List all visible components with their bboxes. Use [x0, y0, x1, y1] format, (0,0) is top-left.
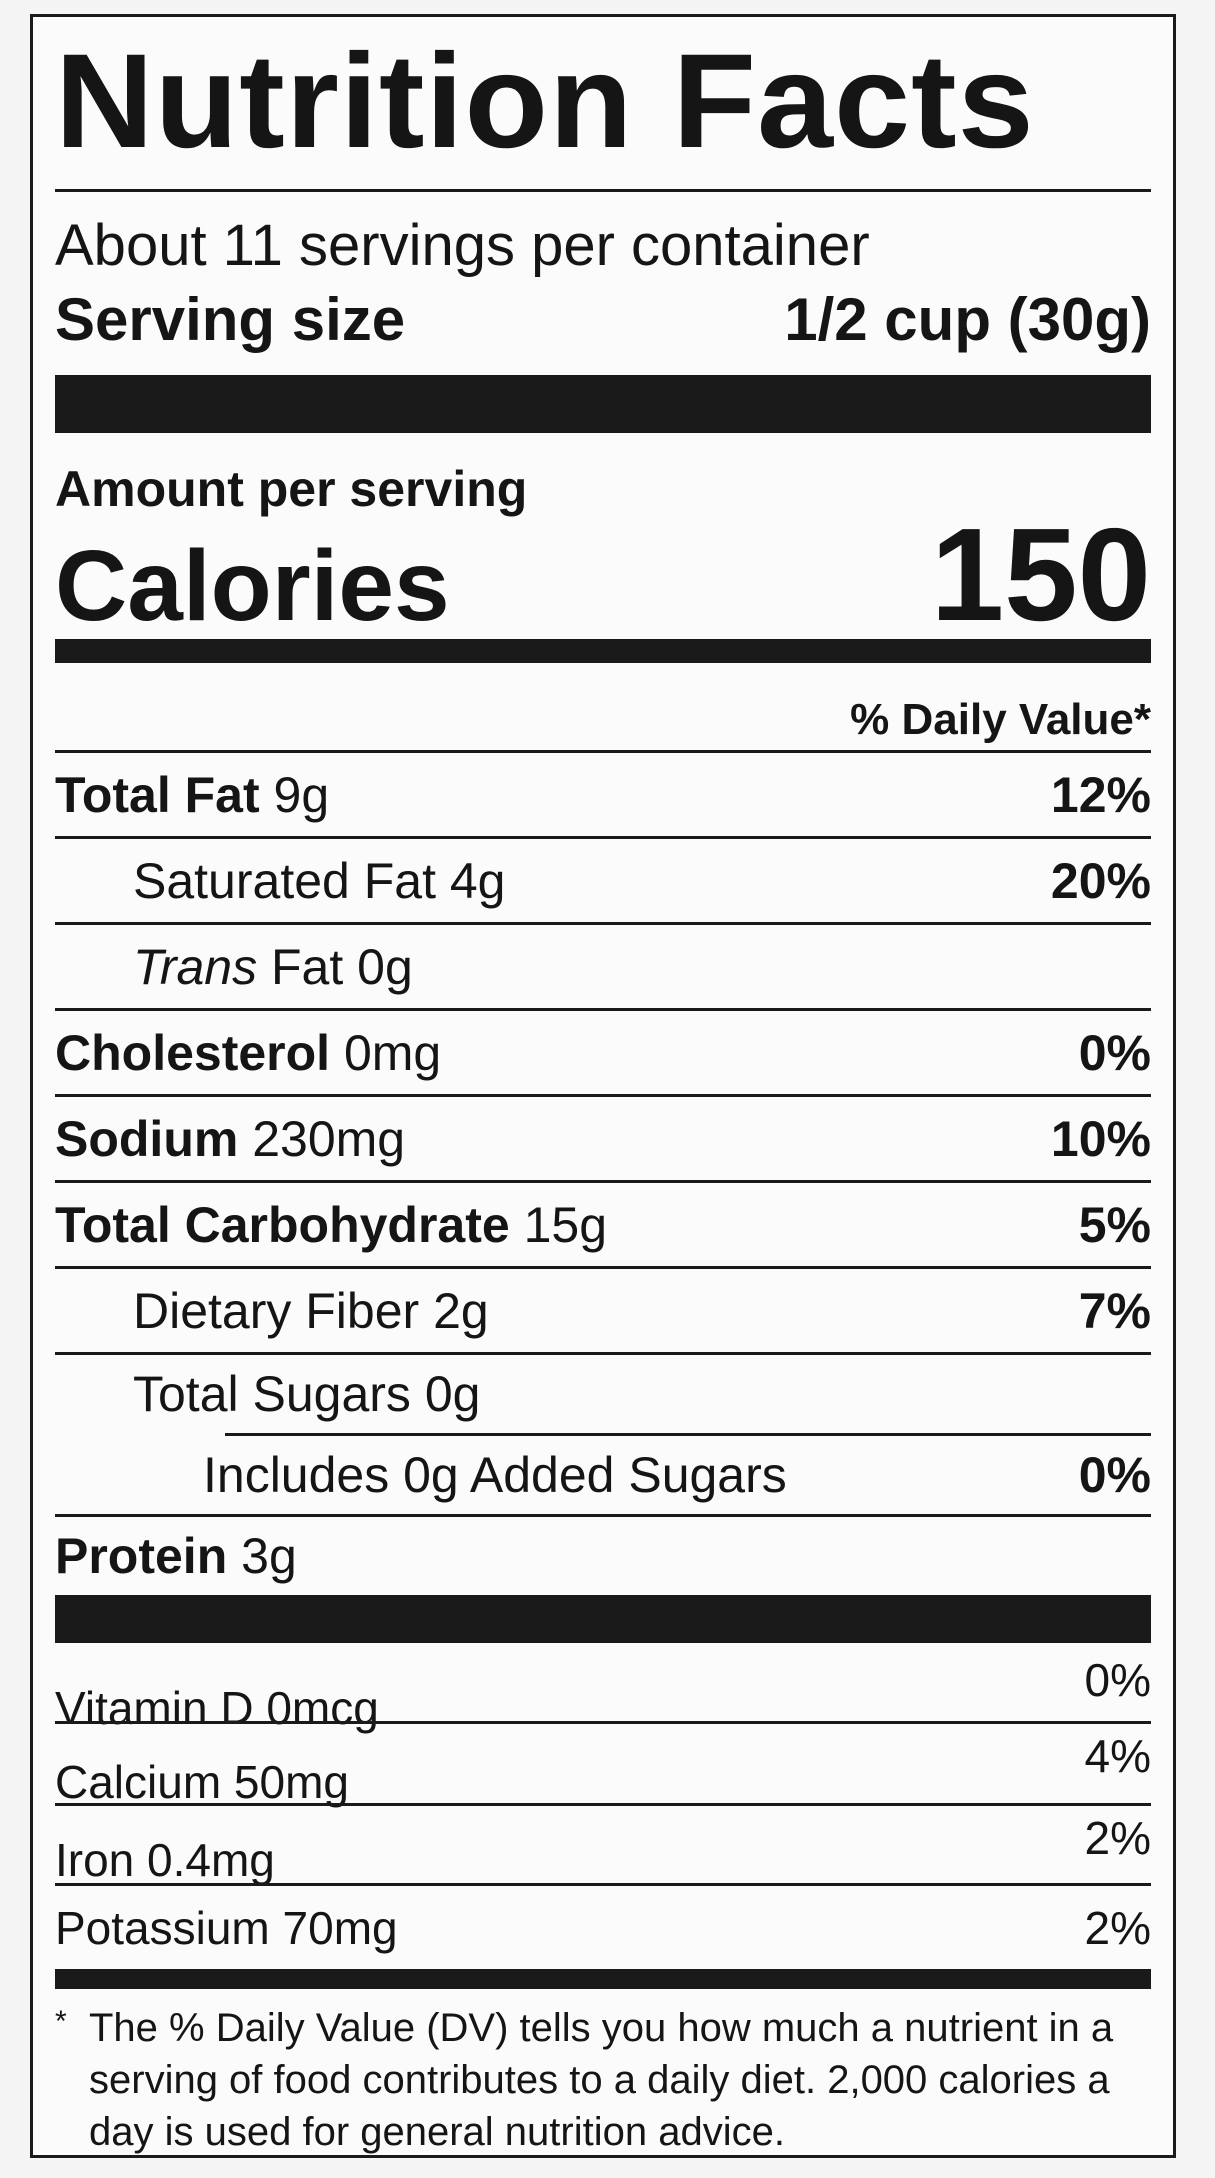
divider	[225, 1433, 1151, 1436]
vitamin-dv: 0%	[1084, 1654, 1151, 1706]
vitamin-dv: 4%	[1084, 1730, 1151, 1782]
divider	[55, 1883, 1151, 1886]
nutrient-amount: 15g	[523, 1196, 608, 1253]
vitamin-name: Potassium 70mg	[55, 1902, 398, 1954]
vitamin-row-iron: Iron 0.4mg 2%	[55, 1811, 1151, 1887]
footnote: * The % Daily Value (DV) tells you how m…	[55, 2002, 1151, 2158]
nutrient-dv: 10%	[1050, 1110, 1151, 1167]
label-title: Nutrition Facts	[55, 27, 1035, 176]
nutrient-name: Protein	[55, 1528, 228, 1584]
serving-size: Serving size 1/2 cup (30g)	[55, 285, 1151, 355]
vitamin-dv: 2%	[1084, 1902, 1151, 1954]
divider	[55, 922, 1151, 925]
nutrient-amount: 230mg	[252, 1110, 406, 1167]
nutrient-row-total-sugars: Total Sugars 0g	[55, 1355, 1151, 1433]
serving-size-label: Serving size	[55, 286, 406, 353]
daily-value-header: % Daily Value*	[850, 695, 1151, 744]
divider	[55, 1180, 1151, 1183]
nutrient-dv: 20%	[1050, 852, 1151, 909]
nutrient-row-protein: Protein 3g	[55, 1517, 1151, 1595]
calories-label: Calories	[55, 530, 450, 642]
nutrient-row-added-sugars: Includes 0g Added Sugars 0%	[55, 1436, 1151, 1514]
nutrient-amount: 2g	[433, 1282, 489, 1339]
nutrient-row-total-fat: Total Fat 9g 12%	[55, 753, 1151, 836]
nutrient-row-dietary-fiber: Dietary Fiber 2g 7%	[55, 1269, 1151, 1352]
nutrient-amount: 0g	[424, 1366, 481, 1422]
nutrient-name: Dietary Fiber	[133, 1282, 420, 1339]
servings-per-container: About 11 servings per container	[55, 213, 870, 278]
divider	[55, 1008, 1151, 1011]
calories-value: 150	[930, 501, 1151, 648]
nutrient-dv: 5%	[1078, 1196, 1151, 1253]
thick-divider	[55, 1595, 1151, 1643]
nutrient-row-trans-fat: Trans Fat 0g	[55, 925, 1151, 1008]
nutrient-row-total-carbohydrate: Total Carbohydrate 15g 5%	[55, 1183, 1151, 1266]
nutrient-row-saturated-fat: Saturated Fat 4g 20%	[55, 839, 1151, 922]
nutrient-name: Saturated Fat	[133, 852, 436, 909]
amount-per-serving: Amount per serving	[55, 461, 528, 517]
nutrient-amount: 3g	[241, 1528, 297, 1584]
vitamin-row-vitamin-d: Vitamin D 0mcg 0%	[55, 1653, 1151, 1735]
medium-divider	[55, 1969, 1151, 1989]
divider	[55, 1721, 1151, 1724]
nutrient-name: Total Sugars	[133, 1366, 411, 1422]
nutrient-name: Total Fat	[55, 766, 260, 823]
vitamin-row-potassium: Potassium 70mg 2%	[55, 1901, 1151, 1955]
nutrient-name: Includes 0g Added Sugars	[203, 1447, 787, 1503]
vitamin-name: Calcium 50mg	[55, 1756, 349, 1808]
divider	[55, 750, 1151, 753]
nutrient-dv: 0%	[1078, 1024, 1151, 1081]
nutrient-dv: 0%	[1078, 1447, 1151, 1503]
nutrient-amount: 4g	[449, 852, 506, 909]
vitamin-name: Vitamin D 0mcg	[55, 1682, 379, 1734]
nutrient-row-sodium: Sodium 230mg 10%	[55, 1097, 1151, 1180]
nutrient-name-italic: Trans	[133, 938, 258, 995]
divider	[55, 1266, 1151, 1269]
footnote-text: The % Daily Value (DV) tells you how muc…	[89, 2006, 1114, 2154]
nutrient-name: Cholesterol	[55, 1024, 331, 1081]
vitamin-name: Iron 0.4mg	[55, 1834, 275, 1886]
divider	[55, 1094, 1151, 1097]
nutrient-row-cholesterol: Cholesterol 0mg 0%	[55, 1011, 1151, 1094]
nutrient-amount: 0g	[357, 938, 413, 995]
nutrient-amount: 0mg	[343, 1024, 442, 1081]
divider	[55, 1352, 1151, 1355]
nutrient-name: Fat	[271, 938, 344, 995]
nutrient-name: Sodium	[55, 1110, 239, 1167]
footnote-mark: *	[55, 2005, 67, 2038]
vitamin-dv: 2%	[1084, 1812, 1151, 1864]
calories-row: Calories 150	[55, 501, 1151, 648]
vitamin-row-calcium: Calcium 50mg 4%	[55, 1729, 1151, 1809]
divider	[55, 189, 1151, 192]
nutrient-dv: 12%	[1050, 766, 1151, 823]
divider	[55, 836, 1151, 839]
divider	[55, 1514, 1151, 1517]
nutrient-dv: 7%	[1078, 1282, 1151, 1339]
thick-divider	[55, 375, 1151, 433]
nutrient-amount: 9g	[273, 766, 330, 823]
divider	[55, 1803, 1151, 1806]
nutrition-facts-label: Nutrition Facts About 11 servings per co…	[30, 14, 1176, 2158]
nutrient-name: Total Carbohydrate	[55, 1196, 510, 1253]
medium-divider	[55, 639, 1151, 663]
serving-size-value: 1/2 cup (30g)	[784, 286, 1151, 353]
